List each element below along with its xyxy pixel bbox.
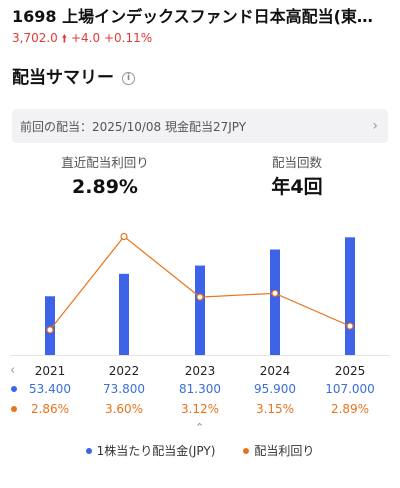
yield-value-cell: 2.86% — [30, 402, 70, 416]
legend-dot — [85, 447, 92, 454]
collapse-caret-icon[interactable]: ⌃ — [195, 421, 205, 434]
yield-value-cell: 3.60% — [104, 402, 144, 416]
yield-point[interactable] — [196, 293, 204, 301]
dividend-value: 107.000 — [325, 382, 375, 396]
dividend-value: 95.900 — [254, 382, 296, 396]
legend-dot — [243, 447, 250, 454]
yield-value-cell: 3.12% — [180, 402, 220, 416]
legend-label: 配当利回り — [254, 444, 315, 458]
year-label: 2023 — [184, 364, 216, 378]
yield-value-cell: 2.89% — [330, 402, 370, 416]
price-change-pct: +0.11% — [103, 31, 153, 45]
section-title: 配当サマリー i — [12, 66, 135, 90]
year-label: 2021 — [34, 364, 66, 378]
legend-item-yield[interactable]: 配当利回り — [243, 442, 314, 459]
dividend-chart[interactable] — [0, 212, 400, 357]
up-arrow-icon: 🠙 — [61, 32, 68, 45]
yield-point[interactable] — [346, 322, 354, 330]
dividend-bar[interactable] — [345, 237, 355, 355]
yield-value: 2.89% — [72, 176, 138, 198]
count-value: 年4回 — [271, 176, 323, 198]
year-label: 2022 — [108, 364, 140, 378]
last-dividend-text: 前回の配当：2025/10/08 現金配当27JPY — [20, 119, 247, 134]
chevron-right-icon: › — [372, 118, 378, 134]
yield-point[interactable] — [120, 232, 128, 241]
dividend-bar[interactable] — [270, 249, 280, 355]
count-label: 配当回数 — [271, 155, 322, 170]
dividend-value: 81.300 — [179, 382, 221, 396]
price-change: +4.0 — [70, 31, 101, 45]
yield-series-dot — [11, 406, 17, 412]
year-label: 2024 — [259, 364, 291, 378]
yield-label: 直近配当利回り — [61, 155, 149, 170]
security-title: 1698 上場インデックスファンド日本高配当(東… — [12, 7, 373, 26]
yield-value-cell: 3.15% — [255, 402, 295, 416]
yield-point[interactable] — [46, 326, 54, 334]
dividend-bar[interactable] — [119, 273, 129, 355]
dividend-bar[interactable] — [195, 265, 205, 355]
chart-legend: 1株当たり配当金(JPY) 配当利回り — [0, 442, 400, 459]
year-label: 2025 — [334, 364, 366, 378]
price-quote: 3,702.0 🠙 +4.0 +0.11% — [12, 30, 392, 47]
dividend-value: 73.800 — [103, 382, 145, 396]
dividend-summary-title: 配当サマリー — [12, 68, 114, 88]
yield-stat: 直近配当利回り 2.89% — [40, 154, 170, 202]
chevron-left-icon[interactable]: ‹ — [10, 363, 16, 378]
info-icon[interactable]: i — [122, 71, 135, 85]
dividend-bar[interactable] — [45, 296, 55, 355]
legend-label: 1株当たり配当金(JPY) — [96, 444, 216, 458]
count-stat: 配当回数 年4回 — [232, 154, 362, 202]
yield-point[interactable] — [271, 289, 279, 297]
last-dividend-row[interactable]: 前回の配当：2025/10/08 現金配当27JPY › — [12, 109, 388, 143]
last-price: 3,702.0 — [12, 31, 58, 45]
dividend-value: 53.400 — [29, 382, 71, 396]
legend-item-dividend[interactable]: 1株当たり配当金(JPY) — [85, 442, 216, 459]
dividend-series-dot — [11, 386, 17, 392]
security-header: 1698 上場インデックスファンド日本高配当(東… 3,702.0 🠙 +4.0… — [12, 6, 392, 47]
